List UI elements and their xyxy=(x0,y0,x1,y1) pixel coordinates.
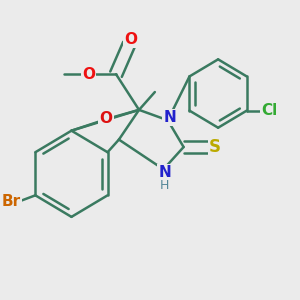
Text: O: O xyxy=(100,111,112,126)
Text: Br: Br xyxy=(2,194,20,209)
Text: Cl: Cl xyxy=(262,103,278,118)
Text: S: S xyxy=(209,138,221,156)
Text: O: O xyxy=(82,67,95,82)
Text: N: N xyxy=(158,165,171,180)
Text: N: N xyxy=(164,110,176,125)
Text: H: H xyxy=(160,179,170,192)
Text: O: O xyxy=(124,32,137,46)
